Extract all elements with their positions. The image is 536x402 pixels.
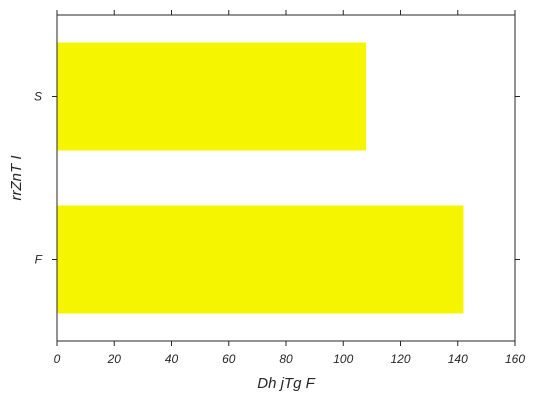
y-tick-label: F [35, 253, 43, 267]
y-axis-label: rrZnT I [8, 156, 25, 201]
ticks-group: S F 0 20 40 60 80 100 120 140 160 [34, 10, 525, 366]
x-tick-label: 100 [333, 352, 353, 366]
x-tick-label: 160 [505, 352, 525, 366]
x-tick-label: 20 [107, 352, 122, 366]
x-tick-label: 140 [448, 352, 468, 366]
bar-f [57, 205, 464, 314]
y-tick-label: S [34, 90, 42, 104]
x-axis-label: Dh jTg F [257, 375, 315, 392]
x-tick-label: 0 [54, 352, 61, 366]
x-tick-label: 120 [390, 352, 410, 366]
bar-s [57, 42, 367, 151]
x-tick-label: 40 [165, 352, 179, 366]
x-tick-label: 80 [279, 352, 293, 366]
bars-group [57, 42, 464, 314]
x-tick-label: 60 [222, 352, 236, 366]
